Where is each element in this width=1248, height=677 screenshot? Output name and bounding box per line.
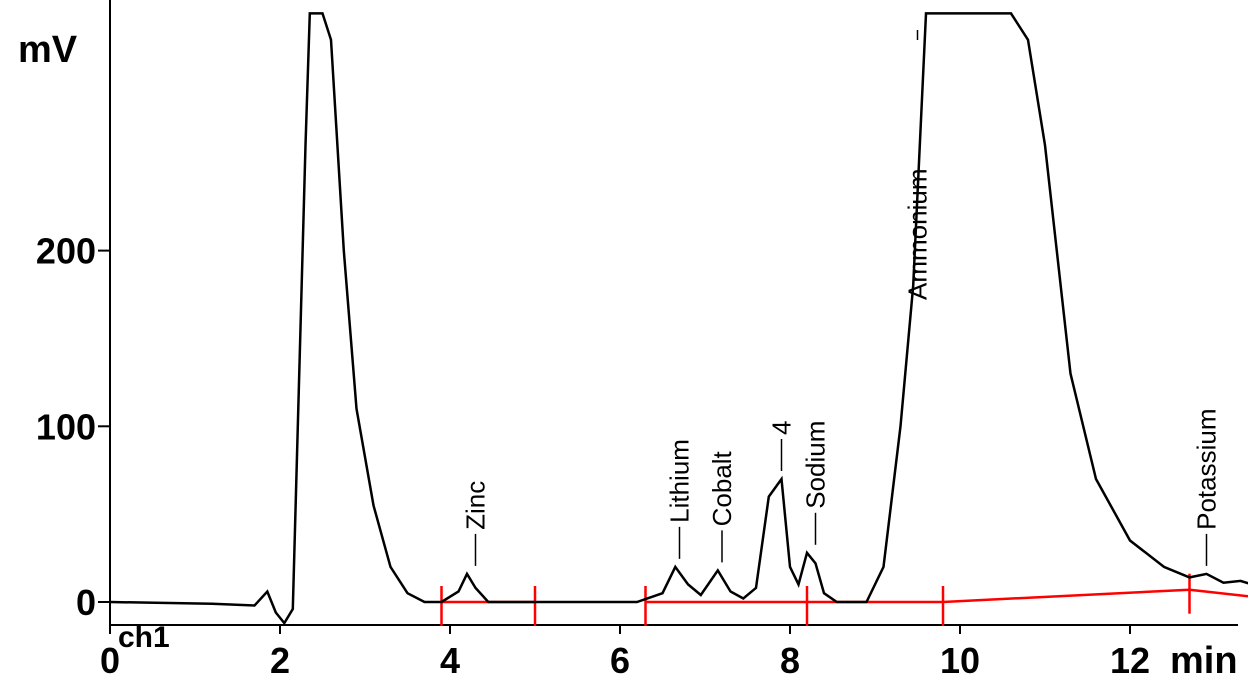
x-tick-label: 0: [100, 640, 120, 677]
integration-baseline: [1189, 588, 1248, 598]
trace-ch1: [109, 12, 1248, 626]
y-tick-label: 100: [36, 406, 96, 447]
peak-label: Cobalt: [707, 450, 737, 526]
x-tick-label: 4: [440, 640, 460, 677]
channel-label: ch1: [118, 621, 170, 654]
x-tick-label: 10: [940, 640, 980, 677]
x-axis-unit-label: min: [1170, 640, 1238, 677]
peak-label: Lithium: [665, 439, 695, 523]
peak-label: Sodium: [801, 421, 831, 509]
peak-label: Ammonium: [903, 169, 933, 300]
x-tick-label: 8: [780, 640, 800, 677]
y-tick-label: 200: [36, 231, 96, 272]
peak-label: DEA: [1243, 483, 1248, 537]
axes: [109, 0, 1238, 626]
x-tick-label: 12: [1110, 640, 1150, 677]
y-axis-unit-label: mV: [18, 29, 78, 71]
peak-label: Zinc: [461, 481, 491, 530]
integration-baseline: [942, 588, 1190, 604]
peak-label: Potassium: [1192, 408, 1222, 529]
peak-labels: Zinc Lithium Cobalt 4 Sodium Ammonium Potassiu…: [461, 30, 1248, 566]
y-tick-label: 0: [76, 582, 96, 623]
y-ticks: 0 100 200: [36, 231, 110, 623]
peak-label: 4: [767, 421, 797, 435]
x-tick-label: 2: [270, 640, 290, 677]
integration-marks: [440, 573, 1248, 626]
x-ticks: 02468101214161820222426283032: [100, 625, 1150, 677]
x-tick-label: 6: [610, 640, 630, 677]
